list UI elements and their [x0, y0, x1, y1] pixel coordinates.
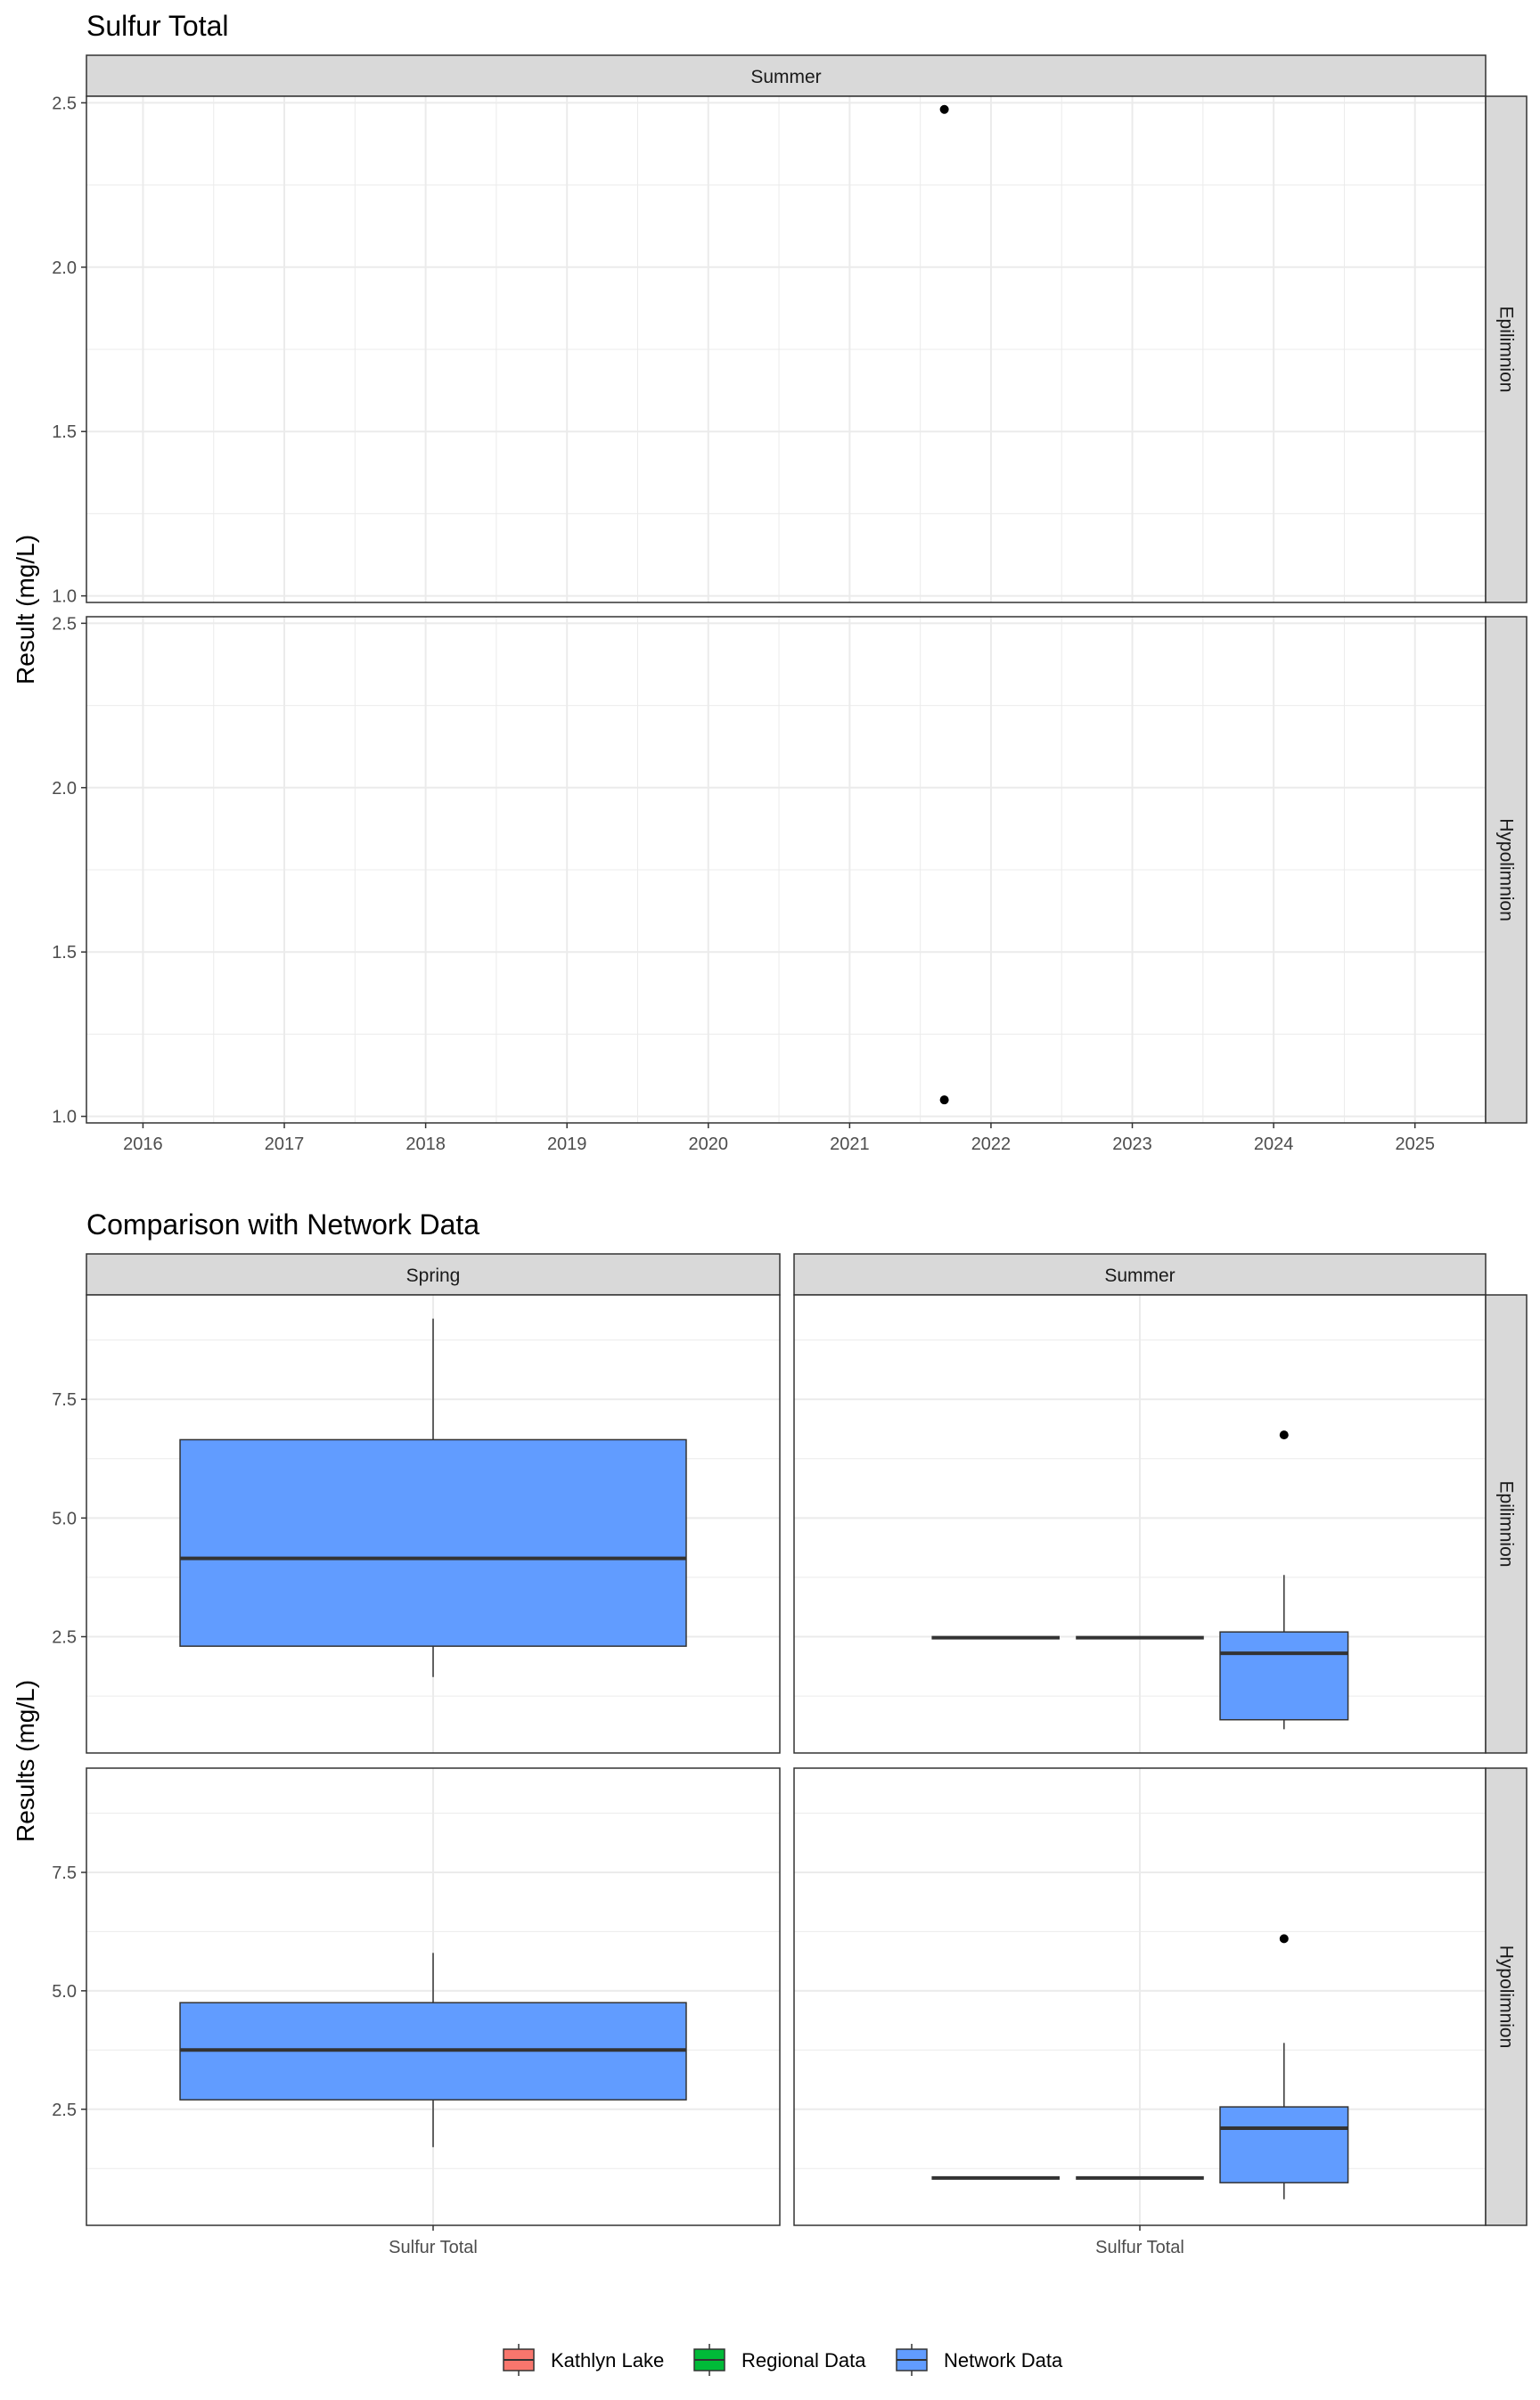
data-point: [939, 104, 949, 114]
x-tick-label: 2023: [1112, 1134, 1152, 1154]
y-tick-label: 2.5: [52, 94, 77, 113]
x-tick-label: Sulfur Total: [1095, 2238, 1184, 2257]
facet-strip-row: [1485, 1767, 1528, 2226]
facet-strip-row: [1485, 1294, 1528, 1754]
y-tick-label: 2.5: [52, 614, 77, 634]
x-tick-label: Sulfur Total: [389, 2238, 478, 2257]
y-tick-label: 2.5: [52, 1628, 77, 1648]
facet-panel-epilimnion: 1.0 1.5 2.0 2.5 Epilimnion: [52, 94, 1528, 607]
legend-key: [503, 2344, 535, 2376]
x-tick-label: 2018: [405, 1134, 446, 1154]
facet-strip-label: Spring: [406, 1266, 461, 1286]
y-axis-title: Results (mg/L): [12, 1680, 39, 1842]
legend-label: Regional Data: [741, 2349, 866, 2371]
y-tick-label: 1.5: [52, 422, 77, 442]
y-tick-label: 2.0: [52, 779, 77, 799]
boxplot-network-data: [1219, 1430, 1349, 1730]
facet-panel-hypolimnion: 1.0 1.5 2.0 2.5 Hypolimnion: [52, 614, 1528, 1127]
x-tick-label: 2022: [971, 1134, 1012, 1154]
y-tick-label: 1.0: [52, 1108, 77, 1127]
facet-strip-row-label: Hypolimnion: [1496, 1945, 1517, 2049]
x-tick-label: 2025: [1395, 1134, 1435, 1154]
facet-strip: [86, 54, 1487, 97]
y-tick-label: 1.5: [52, 943, 77, 962]
boxplot-box: [179, 1438, 687, 1647]
x-tick-label: 2021: [830, 1134, 870, 1154]
y-tick-label: 1.0: [52, 587, 77, 607]
y-tick-label: 2.0: [52, 258, 77, 278]
chart-title: Sulfur Total: [86, 10, 229, 42]
facet-panel-epilimnion-summer: [793, 1294, 1487, 1754]
legend-label: Kathlyn Lake: [551, 2349, 664, 2371]
y-axis-title: Result (mg/L): [12, 535, 39, 684]
y-tick-label: 7.5: [52, 1390, 77, 1410]
legend-label: Network Data: [944, 2349, 1063, 2371]
boxplot-outlier: [1279, 1934, 1289, 1944]
chart-title: Comparison with Network Data: [86, 1208, 479, 1241]
boxplot-box: [1219, 2106, 1349, 2183]
boxplot-network-data: [179, 1953, 687, 2148]
facet-strip: [86, 1253, 781, 1296]
boxplot-outlier: [1279, 1430, 1289, 1440]
facet-strip-label: Summer: [1104, 1266, 1175, 1286]
boxplot-network-data: [179, 1318, 687, 1677]
boxplot-network-data: [1219, 1934, 1349, 2199]
facet-strip-row-label: Epilimnion: [1496, 1481, 1517, 1568]
legend: Kathlyn Lake Regional Data Network Data: [503, 2344, 1063, 2376]
data-point: [939, 1095, 949, 1105]
x-tick-label: 2024: [1254, 1134, 1294, 1154]
facet-strip-row-label: Epilimnion: [1496, 307, 1517, 393]
y-tick-label: 5.0: [52, 1982, 77, 2002]
x-tick-label: 2017: [265, 1134, 305, 1154]
y-tick-label: 5.0: [52, 1509, 77, 1528]
facet-strip-row: [1485, 616, 1528, 1124]
facet-strip-row-label: Hypolimnion: [1496, 818, 1517, 922]
facet-strip: [793, 1253, 1487, 1296]
y-tick-label: 2.5: [52, 2101, 77, 2120]
x-tick-label: 2020: [689, 1134, 729, 1154]
facet-strip-row: [1485, 95, 1528, 603]
legend-key: [693, 2344, 725, 2376]
boxplot-box: [1219, 1631, 1349, 1721]
x-tick-label: 2019: [547, 1134, 587, 1154]
facet-strip-label: Summer: [750, 67, 821, 87]
facet-panel-hypolimnion-summer: [793, 1767, 1487, 2226]
y-tick-label: 7.5: [52, 1863, 77, 1883]
x-tick-label: 2016: [123, 1134, 163, 1154]
panel-border: [86, 1294, 781, 1754]
legend-key: [896, 2344, 928, 2376]
